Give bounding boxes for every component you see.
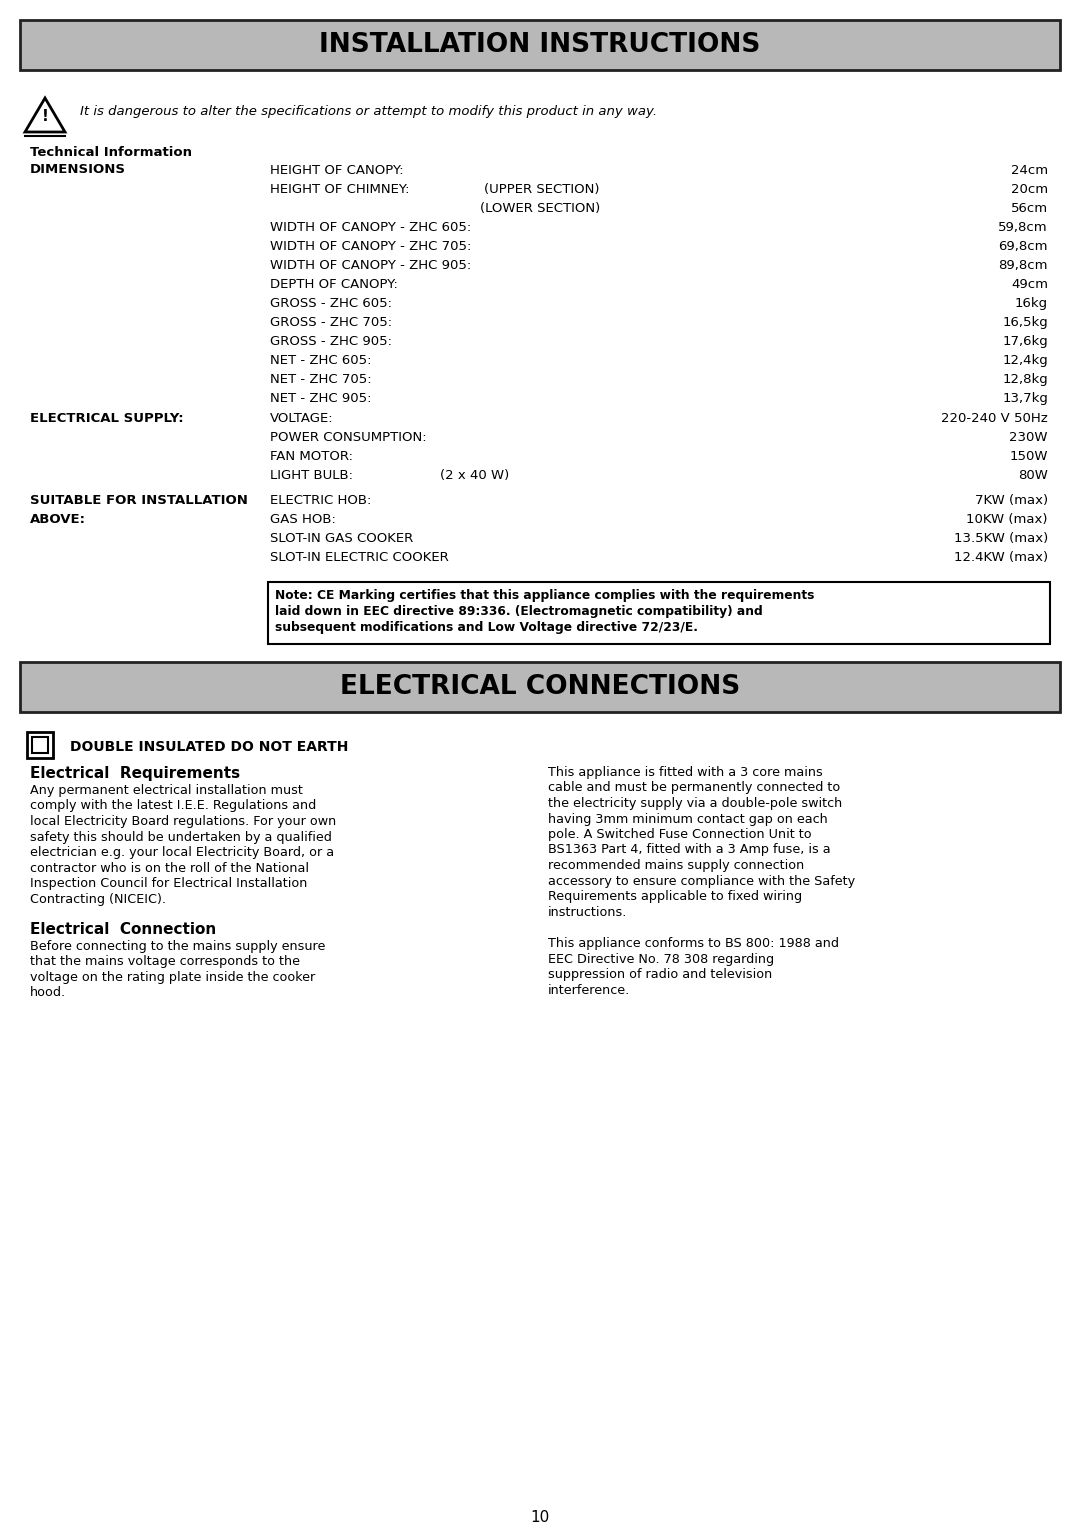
Text: INSTALLATION INSTRUCTIONS: INSTALLATION INSTRUCTIONS [320, 32, 760, 58]
Text: electrician e.g. your local Electricity Board, or a: electrician e.g. your local Electricity … [30, 846, 334, 859]
Text: hood.: hood. [30, 986, 66, 1000]
Text: 69,8cm: 69,8cm [999, 240, 1048, 252]
Text: Inspection Council for Electrical Installation: Inspection Council for Electrical Instal… [30, 878, 308, 890]
Text: cable and must be permanently connected to: cable and must be permanently connected … [548, 781, 840, 795]
Text: Requirements applicable to fixed wiring: Requirements applicable to fixed wiring [548, 890, 802, 904]
Text: 20cm: 20cm [1011, 183, 1048, 196]
Text: SUITABLE FOR INSTALLATION: SUITABLE FOR INSTALLATION [30, 494, 248, 508]
Text: having 3mm minimum contact gap on each: having 3mm minimum contact gap on each [548, 812, 827, 826]
Text: WIDTH OF CANOPY - ZHC 905:: WIDTH OF CANOPY - ZHC 905: [270, 258, 471, 272]
Text: NET - ZHC 905:: NET - ZHC 905: [270, 391, 372, 405]
Text: SLOT-IN ELECTRIC COOKER: SLOT-IN ELECTRIC COOKER [270, 550, 449, 564]
Text: 24cm: 24cm [1011, 164, 1048, 177]
Text: !: ! [41, 109, 49, 124]
Text: GAS HOB:: GAS HOB: [270, 514, 336, 526]
Text: 12,8kg: 12,8kg [1002, 373, 1048, 385]
Text: 16kg: 16kg [1015, 297, 1048, 310]
Text: (LOWER SECTION): (LOWER SECTION) [480, 202, 600, 216]
Text: 59,8cm: 59,8cm [998, 222, 1048, 234]
Text: LIGHT BULB:: LIGHT BULB: [270, 469, 353, 482]
Text: ABOVE:: ABOVE: [30, 514, 86, 526]
Text: 12.4KW (max): 12.4KW (max) [954, 550, 1048, 564]
Text: Before connecting to the mains supply ensure: Before connecting to the mains supply en… [30, 940, 325, 953]
Text: Electrical  Requirements: Electrical Requirements [30, 766, 240, 781]
Text: 80W: 80W [1018, 469, 1048, 482]
Text: GROSS - ZHC 705:: GROSS - ZHC 705: [270, 317, 392, 329]
Text: 10: 10 [530, 1511, 550, 1524]
Text: 13.5KW (max): 13.5KW (max) [954, 532, 1048, 544]
Text: DIMENSIONS: DIMENSIONS [30, 164, 126, 176]
Text: that the mains voltage corresponds to the: that the mains voltage corresponds to th… [30, 956, 300, 968]
Text: 16,5kg: 16,5kg [1002, 317, 1048, 329]
Text: NET - ZHC 705:: NET - ZHC 705: [270, 373, 372, 385]
Text: Technical Information: Technical Information [30, 145, 192, 159]
Text: interference.: interference. [548, 983, 631, 997]
Text: This appliance is fitted with a 3 core mains: This appliance is fitted with a 3 core m… [548, 766, 823, 778]
Text: (UPPER SECTION): (UPPER SECTION) [485, 183, 600, 196]
Text: contractor who is on the roll of the National: contractor who is on the roll of the Nat… [30, 861, 309, 875]
Text: local Electricity Board regulations. For your own: local Electricity Board regulations. For… [30, 815, 336, 829]
Text: BS1363 Part 4, fitted with a 3 Amp fuse, is a: BS1363 Part 4, fitted with a 3 Amp fuse,… [548, 844, 831, 856]
Text: It is dangerous to alter the specifications or attempt to modify this product in: It is dangerous to alter the specificati… [80, 104, 657, 118]
Text: 7KW (max): 7KW (max) [975, 494, 1048, 508]
Text: 17,6kg: 17,6kg [1002, 335, 1048, 349]
Text: subsequent modifications and Low Voltage directive 72/23/E.: subsequent modifications and Low Voltage… [275, 621, 698, 635]
Text: instructions.: instructions. [548, 905, 627, 919]
Text: 49cm: 49cm [1011, 278, 1048, 291]
Text: 220-240 V 50Hz: 220-240 V 50Hz [942, 411, 1048, 425]
Text: DOUBLE INSULATED DO NOT EARTH: DOUBLE INSULATED DO NOT EARTH [70, 740, 349, 754]
Text: WIDTH OF CANOPY - ZHC 605:: WIDTH OF CANOPY - ZHC 605: [270, 222, 471, 234]
Text: 13,7kg: 13,7kg [1002, 391, 1048, 405]
Text: HEIGHT OF CHIMNEY:: HEIGHT OF CHIMNEY: [270, 183, 409, 196]
Text: FAN MOTOR:: FAN MOTOR: [270, 450, 353, 463]
Text: 56cm: 56cm [1011, 202, 1048, 216]
Text: recommended mains supply connection: recommended mains supply connection [548, 859, 805, 872]
Text: Any permanent electrical installation must: Any permanent electrical installation mu… [30, 784, 302, 797]
Bar [32, 737, 48, 752]
Text: the electricity supply via a double-pole switch: the electricity supply via a double-pole… [548, 797, 842, 810]
Bar [27, 732, 53, 758]
Text: DEPTH OF CANOPY:: DEPTH OF CANOPY: [270, 278, 397, 291]
Text: GROSS - ZHC 905:: GROSS - ZHC 905: [270, 335, 392, 349]
Text: voltage on the rating plate inside the cooker: voltage on the rating plate inside the c… [30, 971, 315, 985]
Text: VOLTAGE:: VOLTAGE: [270, 411, 334, 425]
Text: laid down in EEC directive 89:336. (Electromagnetic compatibility) and: laid down in EEC directive 89:336. (Elec… [275, 605, 762, 618]
Text: Note: CE Marking certifies that this appliance complies with the requirements: Note: CE Marking certifies that this app… [275, 589, 814, 602]
Text: comply with the latest I.E.E. Regulations and: comply with the latest I.E.E. Regulation… [30, 800, 316, 812]
Text: suppression of radio and television: suppression of radio and television [548, 968, 772, 982]
Text: POWER CONSUMPTION:: POWER CONSUMPTION: [270, 431, 427, 443]
Text: 89,8cm: 89,8cm [999, 258, 1048, 272]
Text: ELECTRICAL CONNECTIONS: ELECTRICAL CONNECTIONS [340, 674, 740, 700]
Text: accessory to ensure compliance with the Safety: accessory to ensure compliance with the … [548, 875, 855, 887]
Text: Electrical  Connection: Electrical Connection [30, 922, 216, 937]
Text: 150W: 150W [1010, 450, 1048, 463]
Text: HEIGHT OF CANOPY:: HEIGHT OF CANOPY: [270, 164, 404, 177]
Text: This appliance conforms to BS 800: 1988 and: This appliance conforms to BS 800: 1988 … [548, 937, 839, 950]
Text: safety this should be undertaken by a qualified: safety this should be undertaken by a qu… [30, 830, 332, 844]
Text: (2 x 40 W): (2 x 40 W) [440, 469, 510, 482]
Text: GROSS - ZHC 605:: GROSS - ZHC 605: [270, 297, 392, 310]
Text: 230W: 230W [1010, 431, 1048, 443]
Text: ELECTRICAL SUPPLY:: ELECTRICAL SUPPLY: [30, 411, 184, 425]
Bar [21, 20, 1059, 70]
Text: WIDTH OF CANOPY - ZHC 705:: WIDTH OF CANOPY - ZHC 705: [270, 240, 471, 252]
Text: pole. A Switched Fuse Connection Unit to: pole. A Switched Fuse Connection Unit to [548, 829, 812, 841]
Text: 12,4kg: 12,4kg [1002, 355, 1048, 367]
Text: ELECTRIC HOB:: ELECTRIC HOB: [270, 494, 372, 508]
Bar [21, 662, 1059, 713]
Bar [268, 583, 1050, 644]
Text: Contracting (NICEIC).: Contracting (NICEIC). [30, 893, 166, 905]
Text: EEC Directive No. 78 308 regarding: EEC Directive No. 78 308 regarding [548, 953, 774, 965]
Text: NET - ZHC 605:: NET - ZHC 605: [270, 355, 372, 367]
Text: 10KW (max): 10KW (max) [967, 514, 1048, 526]
Text: SLOT-IN GAS COOKER: SLOT-IN GAS COOKER [270, 532, 414, 544]
